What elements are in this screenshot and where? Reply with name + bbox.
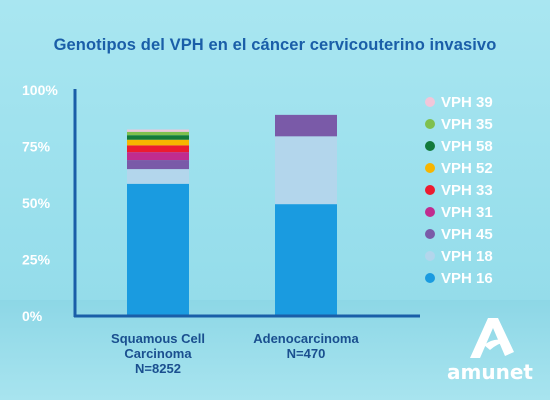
bar-segment-vph-52 [127,139,189,146]
legend-label: VPH 39 [441,93,493,111]
legend-item: VPH 39 [425,91,535,113]
y-tick-label: 50% [22,195,51,211]
legend-label: VPH 18 [441,247,493,265]
legend-swatch [425,185,435,195]
legend-label: VPH 33 [441,181,493,199]
legend: VPH 39 VPH 35 VPH 58 VPH 52 VPH 33 VPH 31 VPH … [425,91,535,289]
legend-label: VPH 58 [441,137,493,155]
legend-swatch [425,273,435,283]
legend-label: VPH 52 [441,159,493,177]
x-category-label: N=470 [287,346,326,361]
legend-item: VPH 35 [425,113,535,135]
legend-item: VPH 45 [425,223,535,245]
amunet-logo-icon [470,318,514,358]
x-category-label: Carcinoma [124,346,192,361]
bar-segment-vph-33 [127,145,189,153]
legend-item: VPH 31 [425,201,535,223]
bar-segment-vph-18 [127,169,189,184]
y-tick-label: 25% [22,252,51,268]
y-tick-label: 100% [22,82,58,98]
legend-swatch [425,119,435,129]
bar-segment-vph-31 [127,152,189,161]
bar-segment-vph-35 [127,131,189,136]
bar-segment-vph-16 [127,183,189,316]
bar-segment-vph-18 [275,136,337,205]
legend-label: VPH 45 [441,225,493,243]
legend-swatch [425,141,435,151]
bar-segment-vph-16 [275,204,337,316]
legend-item: VPH 52 [425,157,535,179]
legend-swatch [425,97,435,107]
legend-label: VPH 31 [441,203,493,221]
logo-text: amunet [447,360,533,384]
chart-title: Genotipos del VPH en el cáncer cervicout… [53,36,497,54]
bar-segment-vph-45 [275,114,337,137]
legend-item: VPH 33 [425,179,535,201]
legend-swatch [425,229,435,239]
legend-swatch [425,163,435,173]
legend-swatch [425,251,435,261]
x-category-label: Adenocarcinoma [253,331,359,346]
y-tick-label: 0% [22,308,43,324]
legend-item: VPH 18 [425,245,535,267]
bar-segment-vph-39 [127,129,189,132]
bar-segment-vph-45 [127,160,189,170]
legend-swatch [425,207,435,217]
legend-label: VPH 16 [441,269,493,287]
legend-label: VPH 35 [441,115,493,133]
x-category-label: N=8252 [135,361,181,376]
y-tick-label: 75% [22,139,51,155]
amunet-logo: amunet [440,312,540,387]
bar-segment-vph-58 [127,135,189,140]
x-category-label: Squamous Cell [111,331,205,346]
legend-item: VPH 16 [425,267,535,289]
legend-item: VPH 58 [425,135,535,157]
